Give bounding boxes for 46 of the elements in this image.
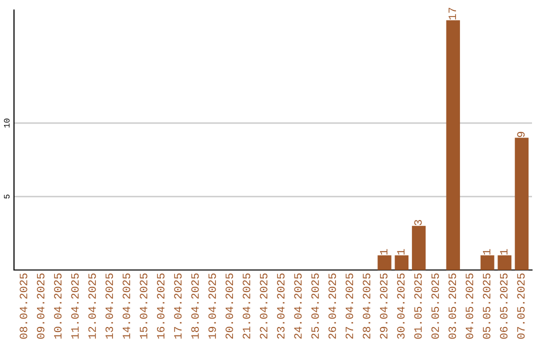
x-tick-label: 13.04.2025: [105, 273, 114, 339]
x-tick-label: 05.05.2025: [482, 273, 490, 339]
y-tick-label: 10: [4, 118, 10, 128]
x-tick-label: 28.04.2025: [362, 273, 370, 339]
x-tick-label: 27.04.2025: [346, 273, 354, 339]
bar: [446, 20, 460, 270]
bar: [378, 255, 392, 270]
x-tick-label: 21.04.2025: [242, 273, 250, 339]
x-tick-label: 03.05.2025: [448, 273, 456, 339]
data-label: 17: [448, 8, 456, 20]
data-label: 1: [500, 249, 508, 255]
x-tick-label: 04.05.2025: [466, 273, 474, 339]
x-tick-label: 30.04.2025: [397, 273, 405, 339]
x-tick-label: 29.04.2025: [380, 273, 388, 339]
x-tick-label: 16.04.2025: [156, 273, 164, 339]
x-tick-label: 19.04.2025: [208, 273, 216, 339]
x-tick-label: 20.04.2025: [226, 273, 234, 339]
x-tick-label: 25.04.2025: [311, 273, 319, 339]
x-tick-label: 01.05.2025: [414, 273, 422, 339]
x-tick-label: 02.05.2025: [431, 273, 439, 339]
bar: [394, 255, 409, 270]
bar: [498, 255, 512, 270]
data-label: 3: [414, 220, 422, 226]
x-tick-label: 23.04.2025: [277, 273, 285, 339]
x-tick-label: 10.04.2025: [54, 273, 62, 339]
x-tick-label: 22.04.2025: [260, 273, 268, 339]
y-tick-label: 5: [4, 194, 10, 199]
x-tick-label: 18.04.2025: [191, 273, 199, 339]
data-label: 9: [517, 132, 525, 138]
data-label: 1: [397, 249, 405, 255]
bar: [412, 226, 426, 270]
x-tick-label: 08.04.2025: [20, 273, 28, 339]
x-tick-label: 07.05.2025: [517, 273, 525, 339]
data-label: 1: [380, 249, 388, 255]
data-label: 1: [482, 249, 490, 255]
bar: [480, 255, 494, 270]
x-tick-label: 15.04.2025: [140, 273, 148, 339]
bar: [514, 138, 529, 270]
x-tick-label: 17.04.2025: [174, 273, 182, 339]
x-tick-label: 09.04.2025: [36, 273, 44, 339]
x-tick-label: 11.04.2025: [71, 273, 79, 339]
x-tick-label: 24.04.2025: [294, 273, 302, 339]
x-tick-label: 06.05.2025: [500, 273, 508, 339]
x-tick-label: 26.04.2025: [328, 273, 336, 339]
x-tick-label: 12.04.2025: [88, 273, 96, 339]
x-tick-label: 14.04.2025: [122, 273, 130, 339]
